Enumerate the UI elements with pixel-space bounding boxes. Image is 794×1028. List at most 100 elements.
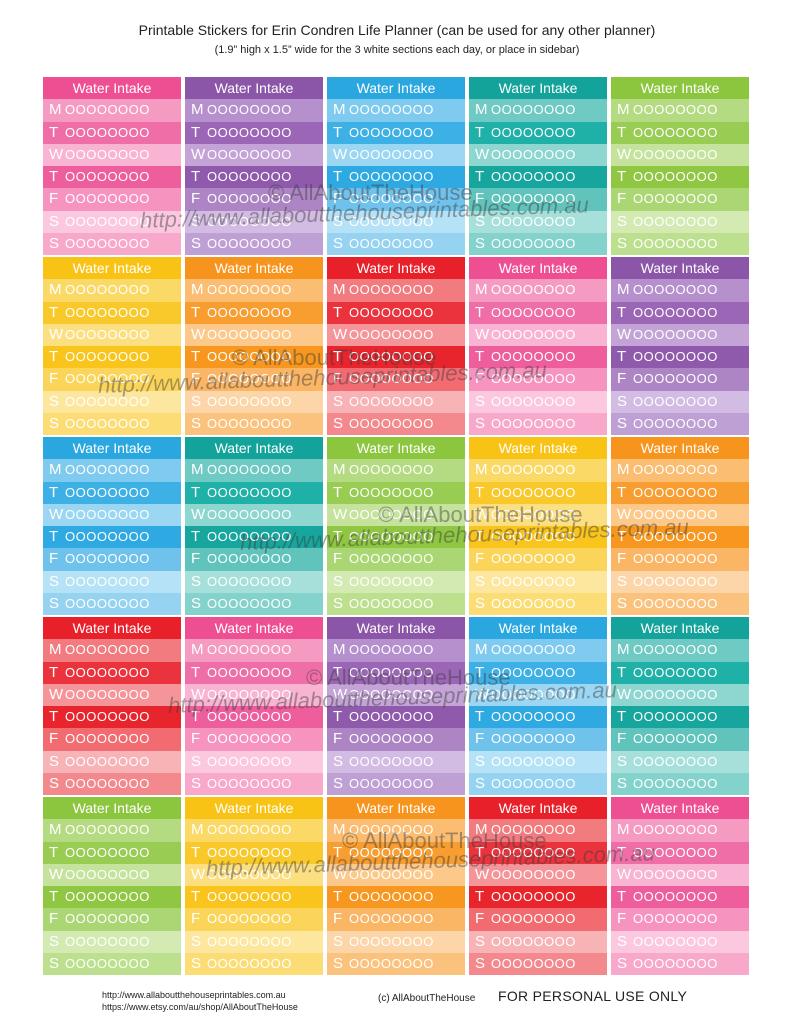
day-letter: S [475, 752, 486, 770]
sticker-day-row: M OOOOOOOO [611, 99, 749, 122]
footer-website-link[interactable]: http://www.allaboutthehouseprintables.co… [102, 990, 286, 1000]
sticker-day-row: T OOOOOOOO [185, 121, 323, 144]
sticker-day-row: S OOOOOOOO [43, 930, 181, 954]
day-letter: S [475, 955, 486, 973]
sticker-day-row: M OOOOOOOO [43, 459, 181, 482]
water-circles: OOOOOOOO [65, 866, 150, 882]
water-circles: OOOOOOOO [207, 371, 292, 387]
water-circles: OOOOOOOO [65, 664, 150, 680]
water-circles: OOOOOOOO [65, 304, 150, 320]
day-letter: F [475, 730, 485, 748]
water-circles: OOOOOOOO [65, 191, 150, 207]
water-circles: OOOOOOOO [207, 484, 292, 500]
water-circles: OOOOOOOO [349, 573, 434, 589]
water-circles: OOOOOOOO [491, 844, 576, 860]
day-letter: T [333, 348, 343, 366]
sticker-day-row: F OOOOOOOO [611, 368, 749, 391]
day-letter: M [49, 821, 62, 839]
day-letter: S [191, 572, 202, 590]
day-letter: T [617, 303, 627, 321]
day-letter: W [333, 145, 348, 163]
day-letter: W [49, 865, 64, 883]
sticker-header: Water Intake [43, 437, 181, 460]
water-circles: OOOOOOOO [65, 956, 150, 972]
day-letter: S [49, 595, 60, 613]
day-letter: T [191, 888, 201, 906]
sticker-day-row: T OOOOOOOO [185, 661, 323, 684]
day-letter: F [333, 730, 343, 748]
sticker-day-row: F OOOOOOOO [43, 728, 181, 751]
sticker-day-row: F OOOOOOOO [185, 908, 323, 931]
sticker-day-row: M OOOOOOOO [185, 279, 323, 302]
sticker-day-row: T OOOOOOOO [327, 841, 465, 864]
sticker-day-row: S OOOOOOOO [43, 593, 181, 616]
sticker-day-row: F OOOOOOOO [327, 368, 465, 391]
water-circles: OOOOOOOO [491, 484, 576, 500]
sticker-block-yellow: Water Intake M OOOOOOOO T OOOOOOOO W OOOOOOOO T… [469, 437, 607, 616]
day-letter: S [49, 955, 60, 973]
water-circles: OOOOOOOO [491, 506, 576, 522]
day-letter: S [333, 212, 344, 230]
water-circles: OOOOOOOO [349, 282, 434, 298]
day-letter: F [617, 730, 627, 748]
day-letter: M [617, 101, 630, 119]
day-letter: W [617, 145, 632, 163]
sticker-day-row: T OOOOOOOO [43, 661, 181, 684]
water-circles: OOOOOOOO [207, 213, 292, 229]
water-circles: OOOOOOOO [491, 393, 576, 409]
day-letter: T [333, 663, 343, 681]
sticker-block-purple: Water Intake M OOOOOOOO T OOOOOOOO W OOOOOOOO T… [185, 77, 323, 256]
day-letter: T [49, 843, 59, 861]
sticker-day-row: T OOOOOOOO [185, 706, 323, 729]
day-letter: W [333, 865, 348, 883]
day-letter: M [617, 281, 630, 299]
water-circles: OOOOOOOO [491, 349, 576, 365]
water-circles: OOOOOOOO [349, 213, 434, 229]
sticker-day-row: S OOOOOOOO [327, 210, 465, 234]
sticker-day-row: S OOOOOOOO [611, 570, 749, 594]
water-circles: OOOOOOOO [491, 822, 576, 838]
sticker-day-row: F OOOOOOOO [43, 368, 181, 391]
sticker-day-row: S OOOOOOOO [185, 210, 323, 234]
sticker-header: Water Intake [327, 617, 465, 640]
water-circles: OOOOOOOO [349, 462, 434, 478]
footer-etsy-link[interactable]: https://www.etsy.com/au/shop/AllAboutThe… [102, 1002, 298, 1012]
day-letter: T [333, 303, 343, 321]
sticker-day-row: T OOOOOOOO [611, 886, 749, 909]
water-circles: OOOOOOOO [349, 529, 434, 545]
sticker-block-orange: Water Intake M OOOOOOOO T OOOOOOOO W OOOOOOOO T… [327, 797, 465, 976]
water-circles: OOOOOOOO [633, 956, 718, 972]
sticker-day-row: F OOOOOOOO [469, 188, 607, 211]
sticker-day-row: S OOOOOOOO [43, 750, 181, 774]
sticker-day-row: M OOOOOOOO [469, 279, 607, 302]
water-circles: OOOOOOOO [65, 551, 150, 567]
day-letter: S [617, 212, 628, 230]
sticker-day-row: M OOOOOOOO [43, 819, 181, 842]
sticker-day-row: S OOOOOOOO [185, 953, 323, 976]
sticker-day-row: F OOOOOOOO [327, 188, 465, 211]
water-circles: OOOOOOOO [207, 529, 292, 545]
day-letter: F [475, 550, 485, 568]
sticker-day-row: F OOOOOOOO [611, 548, 749, 571]
water-circles: OOOOOOOO [349, 822, 434, 838]
day-letter: F [617, 550, 627, 568]
day-letter: T [333, 168, 343, 186]
water-circles: OOOOOOOO [65, 731, 150, 747]
sticker-day-row: F OOOOOOOO [611, 188, 749, 211]
water-circles: OOOOOOOO [65, 844, 150, 860]
water-circles: OOOOOOOO [207, 709, 292, 725]
sticker-day-row: T OOOOOOOO [327, 481, 465, 504]
day-letter: T [475, 123, 485, 141]
water-circles: OOOOOOOO [633, 596, 718, 612]
water-circles: OOOOOOOO [65, 776, 150, 792]
day-letter: T [475, 528, 485, 546]
day-letter: M [475, 641, 488, 659]
sticker-day-row: M OOOOOOOO [469, 639, 607, 662]
sticker-day-row: T OOOOOOOO [185, 346, 323, 369]
day-letter: T [617, 888, 627, 906]
day-letter: T [191, 123, 201, 141]
sticker-day-row: T OOOOOOOO [327, 886, 465, 909]
day-letter: M [617, 641, 630, 659]
sticker-day-row: T OOOOOOOO [185, 841, 323, 864]
water-circles: OOOOOOOO [207, 124, 292, 140]
